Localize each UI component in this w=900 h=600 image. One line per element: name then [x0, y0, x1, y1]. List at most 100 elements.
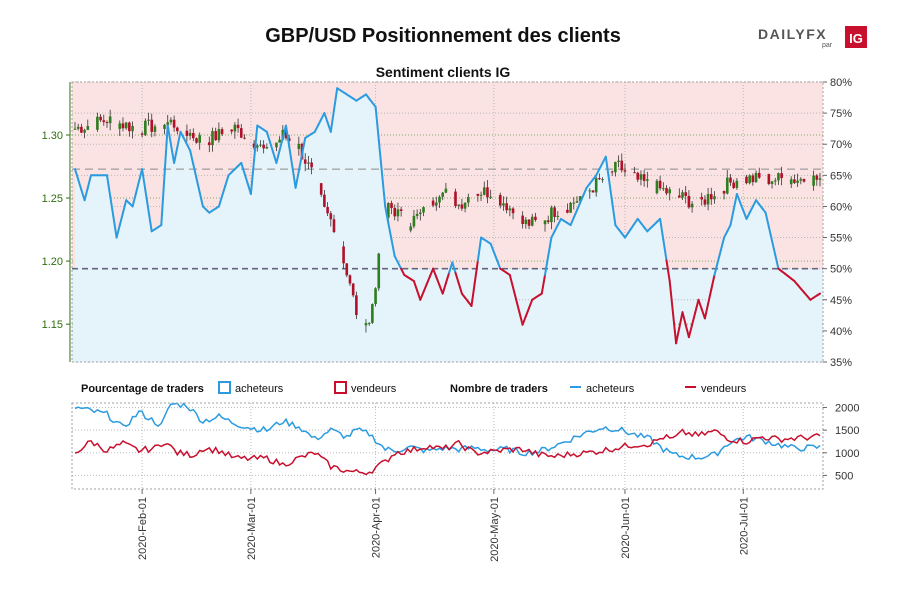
legend-buyers-box: [218, 381, 231, 394]
candle-body: [812, 175, 815, 186]
sentiment-segment: [515, 298, 521, 314]
candle-body: [505, 203, 508, 211]
sentiment-segment: [544, 255, 550, 276]
price-candles: [73, 109, 822, 333]
sentiment-segment: [492, 251, 499, 262]
sentiment-segment: [707, 288, 713, 305]
candle-body: [588, 190, 592, 192]
candle-body: [377, 253, 381, 289]
candle-body: [275, 142, 278, 148]
candle-body: [556, 215, 560, 217]
candle-body: [188, 132, 192, 136]
sentiment-segment: [387, 222, 393, 241]
sentiment-tick-label: 50%: [830, 264, 852, 276]
sentiment-segment: [106, 174, 112, 198]
sentiment-segment: [745, 211, 751, 220]
candle-body: [431, 200, 435, 206]
candle-body: [441, 192, 445, 197]
candle-body: [323, 194, 326, 207]
candle-body: [278, 139, 281, 143]
candle-body: [176, 127, 179, 132]
candle-body: [479, 194, 483, 196]
price-tick-label: 1.30: [42, 130, 63, 142]
sentiment-segment: [253, 124, 259, 161]
legend-sellers-box: [334, 381, 347, 394]
sentiment-tick-label: 70%: [830, 139, 852, 151]
sentiment-segment: [240, 161, 246, 175]
candle-body: [128, 122, 131, 132]
sentiment-segment: [710, 273, 716, 291]
candle-body: [118, 123, 122, 129]
candle-body: [575, 201, 579, 203]
sentiment-segment: [109, 195, 115, 218]
candle-body: [198, 135, 201, 143]
sentiment-segment: [719, 236, 726, 251]
candle-body: [521, 215, 524, 224]
candle-body: [140, 133, 144, 135]
sentiment-segment: [425, 275, 431, 286]
candle-body: [543, 220, 547, 225]
sentiment-segment: [381, 172, 387, 208]
count-lines: [74, 402, 821, 476]
candle-body: [80, 126, 83, 133]
sentiment-segment: [269, 141, 275, 154]
candle-body: [780, 173, 783, 179]
candle-body: [297, 143, 301, 150]
sentiment-segment: [377, 139, 383, 175]
candle-body: [195, 138, 198, 143]
sentiment-segment: [185, 143, 192, 152]
candle-body: [76, 126, 80, 129]
candle-body: [678, 195, 681, 198]
candle-body: [489, 196, 492, 198]
sentiment-segment: [217, 195, 224, 208]
sentiment-segment: [182, 137, 188, 146]
candle-body: [121, 123, 125, 129]
sentiment-segment: [473, 259, 479, 285]
candle-body: [422, 207, 425, 213]
candle-body: [681, 192, 684, 198]
candle-body: [614, 161, 617, 173]
sentiment-segment: [771, 239, 777, 256]
sentiment-segment: [675, 326, 681, 345]
candle-body: [655, 180, 659, 194]
sentiment-segment: [604, 155, 610, 181]
sentiment-segment: [569, 216, 575, 227]
candle-body: [591, 190, 595, 193]
candle-body: [815, 175, 819, 180]
sentiment-segment: [291, 166, 297, 189]
sentiment-segment: [671, 311, 678, 345]
sentiment-segment: [313, 124, 319, 133]
sentiment-segment: [131, 193, 137, 208]
sentiment-tick-label: 35%: [830, 357, 852, 369]
candle-body: [687, 195, 691, 208]
sentiment-segment: [77, 178, 83, 191]
sentiment-tick-label: 40%: [830, 326, 852, 338]
sentiment-segment: [441, 282, 447, 295]
sentiment-segment: [556, 217, 562, 227]
legend-pct-buyers: acheteurs: [235, 383, 284, 395]
candle-body: [796, 180, 799, 183]
count-tick-label: 500: [835, 470, 853, 482]
legend: Pourcentage de traders acheteurs vendeur…: [81, 381, 747, 395]
candle-body: [566, 209, 569, 213]
sentiment-segment: [444, 271, 451, 285]
candle-body: [594, 178, 598, 193]
candle-body: [729, 177, 732, 183]
candle-body: [754, 172, 758, 183]
sentiment-tick-label: 75%: [830, 108, 852, 120]
sentiment-segment: [540, 273, 546, 295]
logo-small-text: par: [822, 42, 833, 49]
date-axis: 2020-Feb-01 2020-Mar-01 2020-Apr-01 2020-Ma…: [137, 489, 750, 562]
date-tick-label: 2020-Jul-01: [738, 497, 750, 555]
candle-body: [690, 203, 694, 208]
candle-body: [124, 122, 128, 129]
sentiment-segment: [662, 238, 668, 262]
candle-body: [265, 147, 269, 149]
legend-count-sellers: vendeurs: [701, 383, 747, 395]
candle-body: [415, 213, 419, 216]
candle-body: [287, 138, 291, 141]
sentiment-segment: [470, 282, 476, 307]
candle-body: [230, 129, 233, 132]
candle-body: [530, 216, 534, 226]
